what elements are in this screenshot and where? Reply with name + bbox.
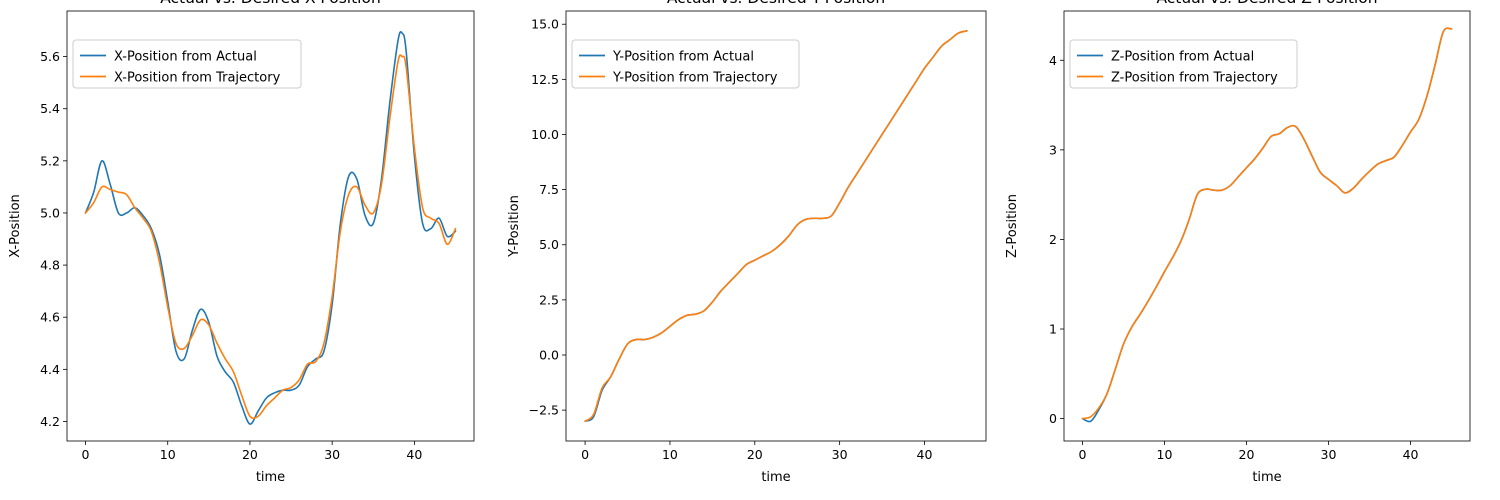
series-group bbox=[84, 30, 457, 425]
y-tick-label: 12.5 bbox=[531, 72, 559, 87]
legend-box bbox=[72, 39, 302, 89]
chart-title: Actual vs. Desired X-Position bbox=[160, 0, 381, 7]
y-tick-label: 0.0 bbox=[539, 348, 559, 363]
x-tick-label: 0 bbox=[581, 447, 589, 462]
x-position-chart: Actual vs. Desired X-Position 0 10 20 30 40 4.… bbox=[8, 0, 475, 485]
y-axis-label: Y-Position bbox=[507, 195, 522, 258]
trajectory-series-line bbox=[584, 30, 968, 422]
legend-box bbox=[1069, 39, 1298, 89]
y-tick-label: 4.8 bbox=[40, 258, 60, 273]
x-tick-label: 30 bbox=[1321, 447, 1337, 462]
x-tick-label: 30 bbox=[324, 447, 340, 462]
y-tick-label: 7.5 bbox=[539, 182, 559, 197]
actual-series-line bbox=[84, 30, 457, 425]
z-position-chart: Actual vs. Desired Z-Position 0 10 20 30 40 0 1… bbox=[1005, 0, 1471, 485]
y-tick-label: 4 bbox=[1049, 53, 1057, 68]
y-tick-label: 5.0 bbox=[539, 237, 559, 252]
x-tick-label: 0 bbox=[82, 447, 90, 462]
y-axis-label: Z-Position bbox=[1005, 194, 1020, 258]
legend-entry-label: X-Position from Actual bbox=[114, 50, 257, 65]
y-tick-label: 2.5 bbox=[539, 292, 559, 307]
x-tick-label: 30 bbox=[832, 447, 848, 462]
series-group bbox=[584, 30, 968, 422]
y-tick-label: 4.6 bbox=[40, 310, 60, 325]
y-tick-label: 3 bbox=[1049, 142, 1057, 157]
legend-entry-label: Z-Position from Trajectory bbox=[1111, 71, 1278, 86]
trajectory-series-line bbox=[1081, 27, 1453, 420]
y-tick-label: 5.4 bbox=[40, 101, 60, 116]
x-axis-label: time bbox=[256, 470, 285, 485]
x-axis-label: time bbox=[1252, 470, 1281, 485]
y-tick-label: 4.4 bbox=[40, 362, 60, 377]
y-tick-label: 15.0 bbox=[531, 17, 559, 32]
y-tick-label: 0 bbox=[1049, 411, 1057, 426]
y-tick-label: 2 bbox=[1049, 232, 1057, 247]
y-position-chart: Actual vs. Desired Y-Position 0 10 20 30 40 −2… bbox=[507, 0, 987, 485]
x-tick-label: 20 bbox=[242, 447, 258, 462]
legend: Y-Position from Actual Y-Position from Tr… bbox=[571, 39, 800, 89]
y-tick-label: 5.6 bbox=[40, 49, 60, 64]
x-tick-label: 20 bbox=[1239, 447, 1255, 462]
x-tick-label: 0 bbox=[1078, 447, 1086, 462]
legend-box bbox=[571, 39, 800, 89]
y-tick-label: 10.0 bbox=[531, 127, 559, 142]
x-tick-label: 10 bbox=[160, 447, 176, 462]
trajectory-series-line bbox=[84, 54, 457, 420]
x-tick-label: 40 bbox=[917, 447, 933, 462]
axes-frame bbox=[66, 10, 475, 442]
x-tick-label: 10 bbox=[1157, 447, 1173, 462]
legend-entry-label: Y-Position from Actual bbox=[612, 50, 754, 65]
axes-frame bbox=[565, 10, 987, 442]
y-tick-label: 4.2 bbox=[40, 414, 60, 429]
x-tick-label: 40 bbox=[406, 447, 422, 462]
y-tick-label: −2.5 bbox=[529, 403, 559, 418]
legend-entry-label: Y-Position from Trajectory bbox=[612, 71, 778, 86]
legend: X-Position from Actual X-Position from Tr… bbox=[72, 39, 302, 89]
legend: Z-Position from Actual Z-Position from Tr… bbox=[1069, 39, 1298, 89]
axes-frame bbox=[1063, 10, 1471, 442]
x-tick-label: 10 bbox=[662, 447, 678, 462]
series-group bbox=[1081, 27, 1453, 423]
legend-entry-label: Z-Position from Actual bbox=[1111, 50, 1254, 65]
y-tick-label: 5.2 bbox=[40, 153, 60, 168]
y-axis-label: X-Position bbox=[8, 194, 23, 258]
x-tick-label: 20 bbox=[747, 447, 763, 462]
legend-entry-label: X-Position from Trajectory bbox=[114, 71, 281, 86]
x-axis-label: time bbox=[761, 470, 790, 485]
chart-title: Actual vs. Desired Y-Position bbox=[667, 0, 885, 7]
y-tick-label: 5.0 bbox=[40, 205, 60, 220]
x-tick-label: 40 bbox=[1403, 447, 1419, 462]
y-tick-label: 1 bbox=[1049, 322, 1057, 337]
chart-title: Actual vs. Desired Z-Position bbox=[1156, 0, 1377, 7]
